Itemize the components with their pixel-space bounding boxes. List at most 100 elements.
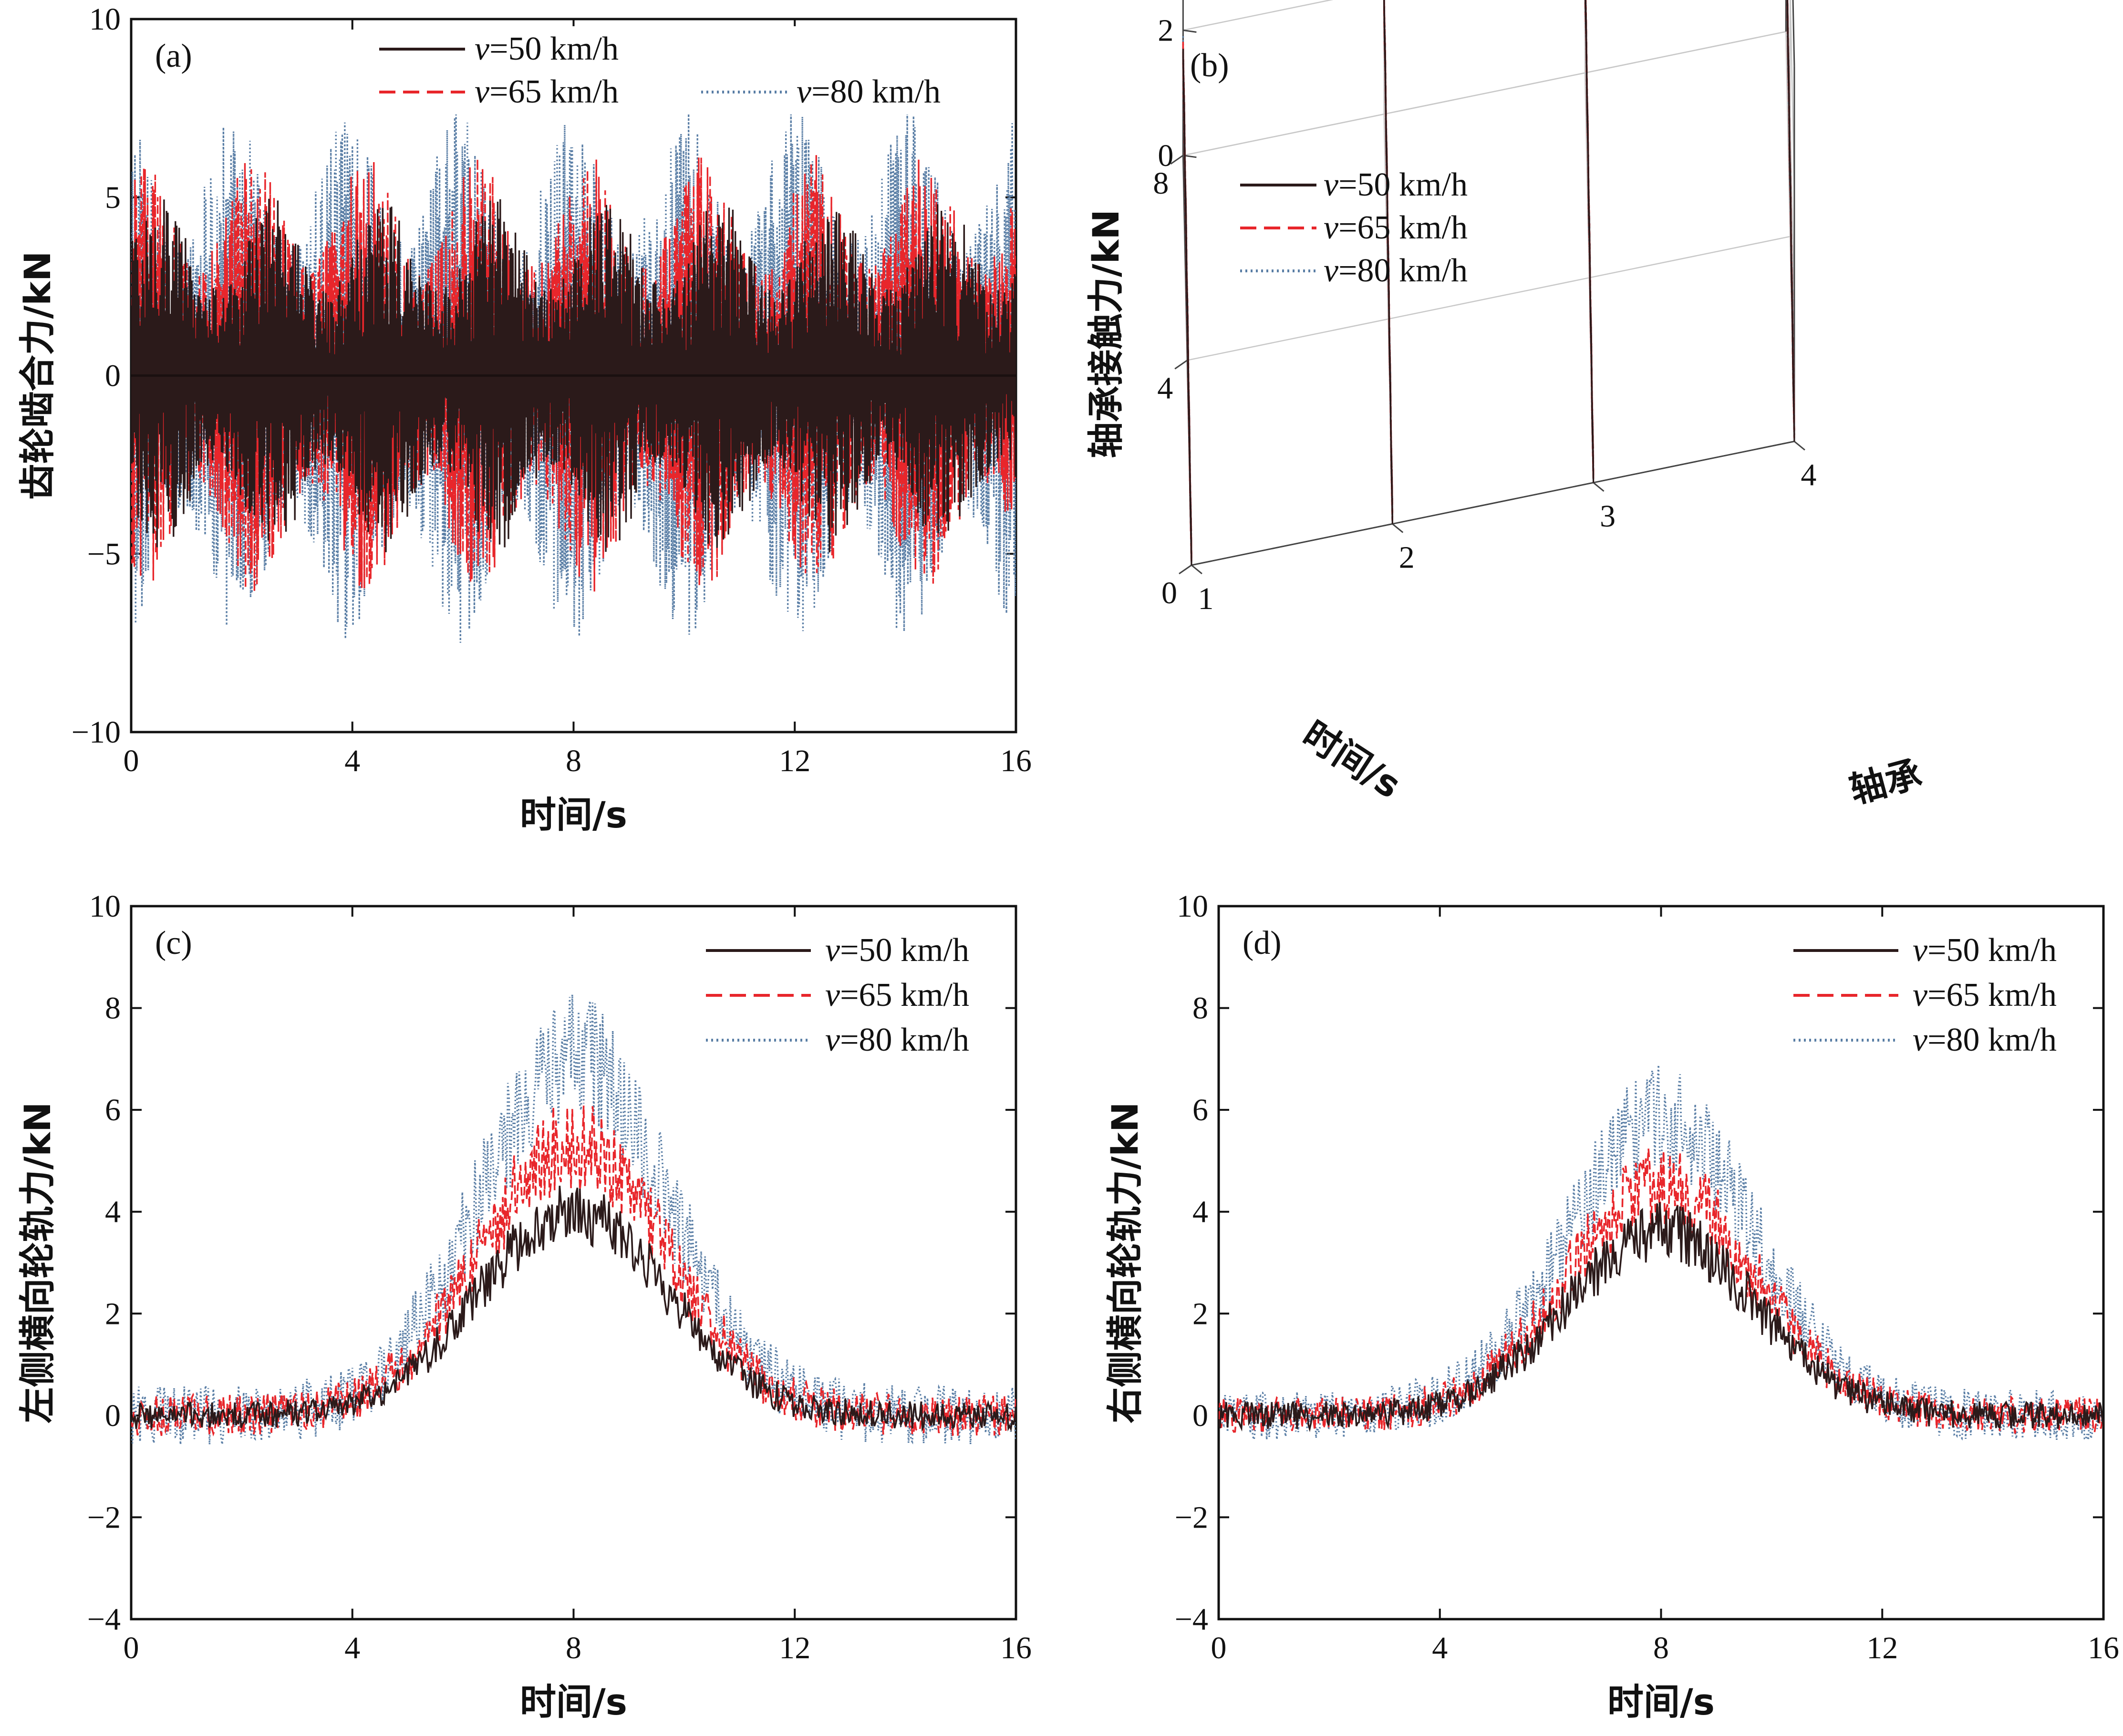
- x-axis-label: 时间/s: [520, 1681, 627, 1723]
- x-tick-label: 4: [344, 1631, 360, 1665]
- x-axis-label: 时间/s: [520, 794, 627, 836]
- bearing-tick-mark: [1191, 564, 1202, 575]
- time-tick-mark: [1174, 360, 1188, 370]
- y-tick-label: 0: [105, 359, 121, 393]
- legend-item: v=65 km/h: [1793, 977, 2057, 1013]
- grid-line: [1183, 0, 1334, 31]
- legend-label: v=65 km/h: [475, 73, 619, 110]
- time-tick-label: 4: [1157, 371, 1173, 405]
- time-tick-mark: [1179, 564, 1192, 575]
- series-line-1: [131, 198, 1016, 553]
- legend-label: v=65 km/h: [825, 977, 969, 1013]
- time-axis-label: 时间/s: [1295, 713, 1408, 806]
- y-tick-label: 6: [105, 1093, 121, 1127]
- legend-item: v=65 km/h: [379, 73, 619, 110]
- panel-label: (d): [1243, 925, 1282, 961]
- y-tick-label: 10: [89, 2, 121, 37]
- legend: v=50 km/h v=65 km/h v=80 km/h: [706, 932, 969, 1058]
- bearing-2-traces: [1383, 0, 1394, 524]
- time-tick-label: 0: [1161, 576, 1177, 610]
- y-tick-label: 10: [89, 889, 121, 924]
- series-line-3: [1219, 1064, 2103, 1441]
- y-tick-label: −10: [72, 715, 121, 750]
- bearing-tick-mark: [1593, 482, 1605, 492]
- legend-label: v=65 km/h: [1913, 977, 2057, 1013]
- bearing-axis-label: 轴承: [1845, 752, 1926, 812]
- axis-edge: [1191, 441, 1795, 566]
- x-axis-label: 时间/s: [1607, 1681, 1715, 1723]
- series-line-2: [1219, 1148, 2103, 1435]
- legend-label: v=50 km/h: [1324, 166, 1468, 203]
- y-tick-label: −2: [87, 1500, 121, 1535]
- series-line-1: [1584, 0, 1595, 483]
- legend-label: v=50 km/h: [475, 31, 619, 67]
- x-tick-label: 12: [779, 744, 810, 778]
- panel-a: 0 4 8 12 16 −10 −5 0 5 10 时间/s 齿轮啮合力/kN (a) v=50 km/h…: [16, 2, 1032, 836]
- series-line-1: [131, 1186, 1016, 1432]
- y-axis-label: 右侧横向轮轨力/kN: [1104, 1102, 1146, 1424]
- series-line-1: [1383, 0, 1393, 524]
- y-tick-label: 8: [105, 991, 121, 1026]
- y-axis-label: 齿轮啮合力/kN: [16, 251, 59, 500]
- legend-item: v=50 km/h: [1240, 166, 1468, 203]
- bearing-4-traces: [1786, 0, 1795, 442]
- y-tick-label: −5: [87, 537, 121, 571]
- panel-d: 0 4 8 12 16 −4 −2 0 2 4 6 8 10 时间/s 右侧横向轮轨力/kN (d) v=50 …: [1104, 889, 2119, 1723]
- z-tick-label: 2: [1158, 13, 1173, 48]
- x-tick-label: 0: [1211, 1631, 1227, 1665]
- legend-label: v=50 km/h: [1913, 932, 2057, 969]
- grid-line: [1187, 236, 1791, 361]
- y-tick-label: 2: [105, 1296, 121, 1331]
- legend-bg: [367, 26, 997, 114]
- x-tick-label: 16: [1000, 744, 1032, 778]
- y-tick-label: 6: [1192, 1093, 1208, 1127]
- legend-item: v=80 km/h: [1793, 1022, 2057, 1058]
- x-tick-label: 8: [566, 744, 581, 778]
- legend-item: v=50 km/h: [379, 31, 619, 67]
- legend: v=50 km/h v=65 km/h v=80 km/h: [1240, 166, 1468, 289]
- bearing-tick-mark: [1793, 441, 1805, 451]
- legend-label: v=65 km/h: [1324, 209, 1468, 246]
- y-tick-label: 5: [105, 180, 121, 215]
- x-tick-label: 4: [1432, 1631, 1448, 1665]
- y-tick-label: 8: [1192, 991, 1208, 1026]
- legend-label: v=50 km/h: [825, 932, 969, 969]
- y-tick-label: 0: [1192, 1398, 1208, 1433]
- x-tick-label: 0: [124, 744, 139, 778]
- x-tick-label: 4: [344, 744, 360, 778]
- legend-item: v=50 km/h: [706, 932, 969, 969]
- z-tick-label: 0: [1158, 138, 1173, 173]
- legend: v=50 km/h v=65 km/h v=80 km/h: [379, 31, 941, 110]
- legend-label: v=80 km/h: [797, 73, 941, 110]
- y-tick-label: −4: [1175, 1602, 1208, 1637]
- bearing-tick-label: 2: [1399, 540, 1415, 575]
- series-line-1: [1219, 1202, 2103, 1432]
- x-tick-label: 12: [779, 1631, 810, 1665]
- series-line-1: [1786, 0, 1795, 442]
- x-tick-label: 0: [124, 1631, 139, 1665]
- grid-line: [1183, 31, 1786, 156]
- y-tick-label: 4: [105, 1195, 121, 1230]
- x-tick-label: 8: [1653, 1631, 1669, 1665]
- panel-c: 0 4 8 12 16 −4 −2 0 2 4 6 8 10 时间/s 左侧横向轮轨力/kN (c) v=50 …: [16, 889, 1032, 1723]
- force-axis-label: 轴承接触力/kN: [1085, 209, 1127, 458]
- x-tick-label: 16: [1000, 1631, 1032, 1665]
- y-tick-label: −2: [1175, 1500, 1208, 1535]
- legend-item: v=65 km/h: [1240, 209, 1468, 246]
- legend-item: v=50 km/h: [1793, 932, 2057, 969]
- time-tick-label: 8: [1153, 166, 1169, 201]
- bearing-tick-label: 3: [1600, 499, 1616, 534]
- bearing-tick-label: 1: [1198, 581, 1214, 616]
- panel-label: (a): [155, 38, 192, 74]
- panel-label: (b): [1190, 47, 1229, 84]
- time-tick-mark: [1170, 155, 1184, 165]
- bearing-1-traces: [1182, 36, 1192, 565]
- series-line-3: [131, 994, 1016, 1445]
- series-line-2: [131, 1106, 1016, 1436]
- y-axis-label: 左侧横向轮轨力/kN: [16, 1102, 59, 1424]
- bearing-3-traces: [1584, 0, 1595, 483]
- z-tick-mark: [1183, 29, 1197, 33]
- series-line-1: [1182, 49, 1192, 565]
